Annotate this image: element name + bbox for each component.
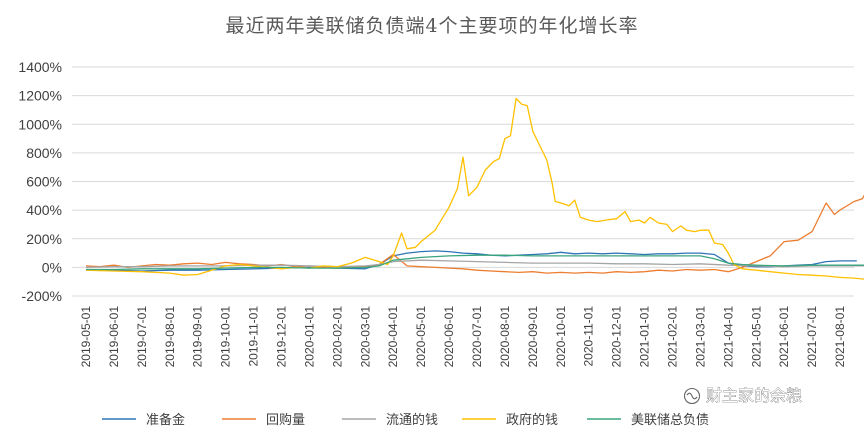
x-tick-label: 2021-02-01 — [665, 306, 679, 368]
x-tick-label: 2021-08-01 — [833, 306, 847, 368]
y-axis: -200% 0% 200% 400% 600% 800% 1000% 1200% 1400% — [18, 59, 62, 304]
legend-item: 流通的钱 — [342, 412, 438, 428]
x-tick-label: 2019-12-01 — [274, 306, 288, 368]
series-line — [85, 97, 864, 280]
x-tick-label: 2021-04-01 — [721, 306, 735, 368]
x-axis: 2019-05-01 2019-06-01 2019-07-01 2019-08-01… — [79, 306, 847, 368]
legend-label: 流通的钱 — [386, 412, 438, 428]
y-tick-label: 1200% — [18, 88, 62, 104]
legend-item: 美联储总负债 — [587, 413, 709, 428]
legend-label: 回购量 — [266, 412, 305, 428]
x-tick-label: 2019-10-01 — [219, 306, 233, 368]
series-line — [86, 254, 864, 271]
x-tick-label: 2019-05-01 — [79, 306, 93, 368]
x-tick-label: 2020-09-01 — [526, 306, 540, 368]
y-tick-label: 600% — [26, 174, 62, 190]
wechat-channel-icon — [683, 387, 701, 405]
x-tick-label: 2019-07-01 — [135, 306, 149, 368]
x-tick-label: 2020-07-01 — [470, 306, 484, 368]
x-tick-label: 2020-10-01 — [554, 306, 568, 368]
x-tick-label: 2020-04-01 — [386, 306, 400, 368]
x-tick-label: 2019-09-01 — [191, 306, 205, 368]
y-tick-label: 800% — [26, 145, 62, 161]
legend-label: 美联储总负债 — [631, 413, 709, 428]
y-tick-label: -200% — [22, 288, 62, 304]
x-tick-label: 2021-07-01 — [805, 306, 819, 368]
y-tick-label: 1400% — [18, 59, 62, 75]
x-tick-label: 2020-05-01 — [414, 306, 428, 368]
legend-item: 回购量 — [222, 412, 305, 428]
x-tick-label: 2019-11-01 — [247, 306, 261, 367]
x-tick-label: 2020-06-01 — [442, 306, 456, 368]
series-line — [85, 194, 864, 274]
x-tick-label: 2021-05-01 — [749, 306, 763, 368]
legend: 准备金 回购量 流通的钱 政府的钱 美联储总负债 — [102, 412, 709, 428]
y-tick-label: 1000% — [18, 116, 62, 132]
x-tick-label: 2020-02-01 — [330, 306, 344, 368]
x-tick-label: 2020-03-01 — [358, 306, 372, 368]
x-tick-label: 2019-08-01 — [163, 306, 177, 368]
y-tick-label: 200% — [26, 231, 62, 247]
watermark-text: 财主家的余粮 — [706, 386, 802, 405]
y-tick-label: 0% — [42, 259, 62, 275]
gridlines — [72, 66, 854, 297]
x-tick-label: 2020-08-01 — [498, 306, 512, 368]
series-line — [85, 259, 864, 269]
legend-label: 准备金 — [146, 412, 185, 428]
x-tick-label: 2020-12-01 — [610, 306, 624, 368]
x-tick-label: 2019-06-01 — [107, 306, 121, 368]
series-lines — [85, 97, 864, 280]
legend-item: 准备金 — [102, 412, 185, 428]
x-tick-label: 2020-11-01 — [582, 306, 596, 367]
x-tick-label: 2020-01-01 — [302, 306, 316, 368]
y-tick-label: 400% — [26, 202, 62, 218]
x-tick-label: 2021-06-01 — [777, 306, 791, 368]
legend-item: 政府的钱 — [462, 412, 558, 428]
watermark: 财主家的余粮 — [683, 386, 802, 405]
chart-title: 最近两年美联储负债端4个主要项的年化增长率 — [225, 15, 638, 37]
x-tick-label: 2021-03-01 — [693, 306, 707, 368]
x-tick-label: 2021-01-01 — [638, 306, 652, 368]
legend-label: 政府的钱 — [506, 412, 558, 428]
